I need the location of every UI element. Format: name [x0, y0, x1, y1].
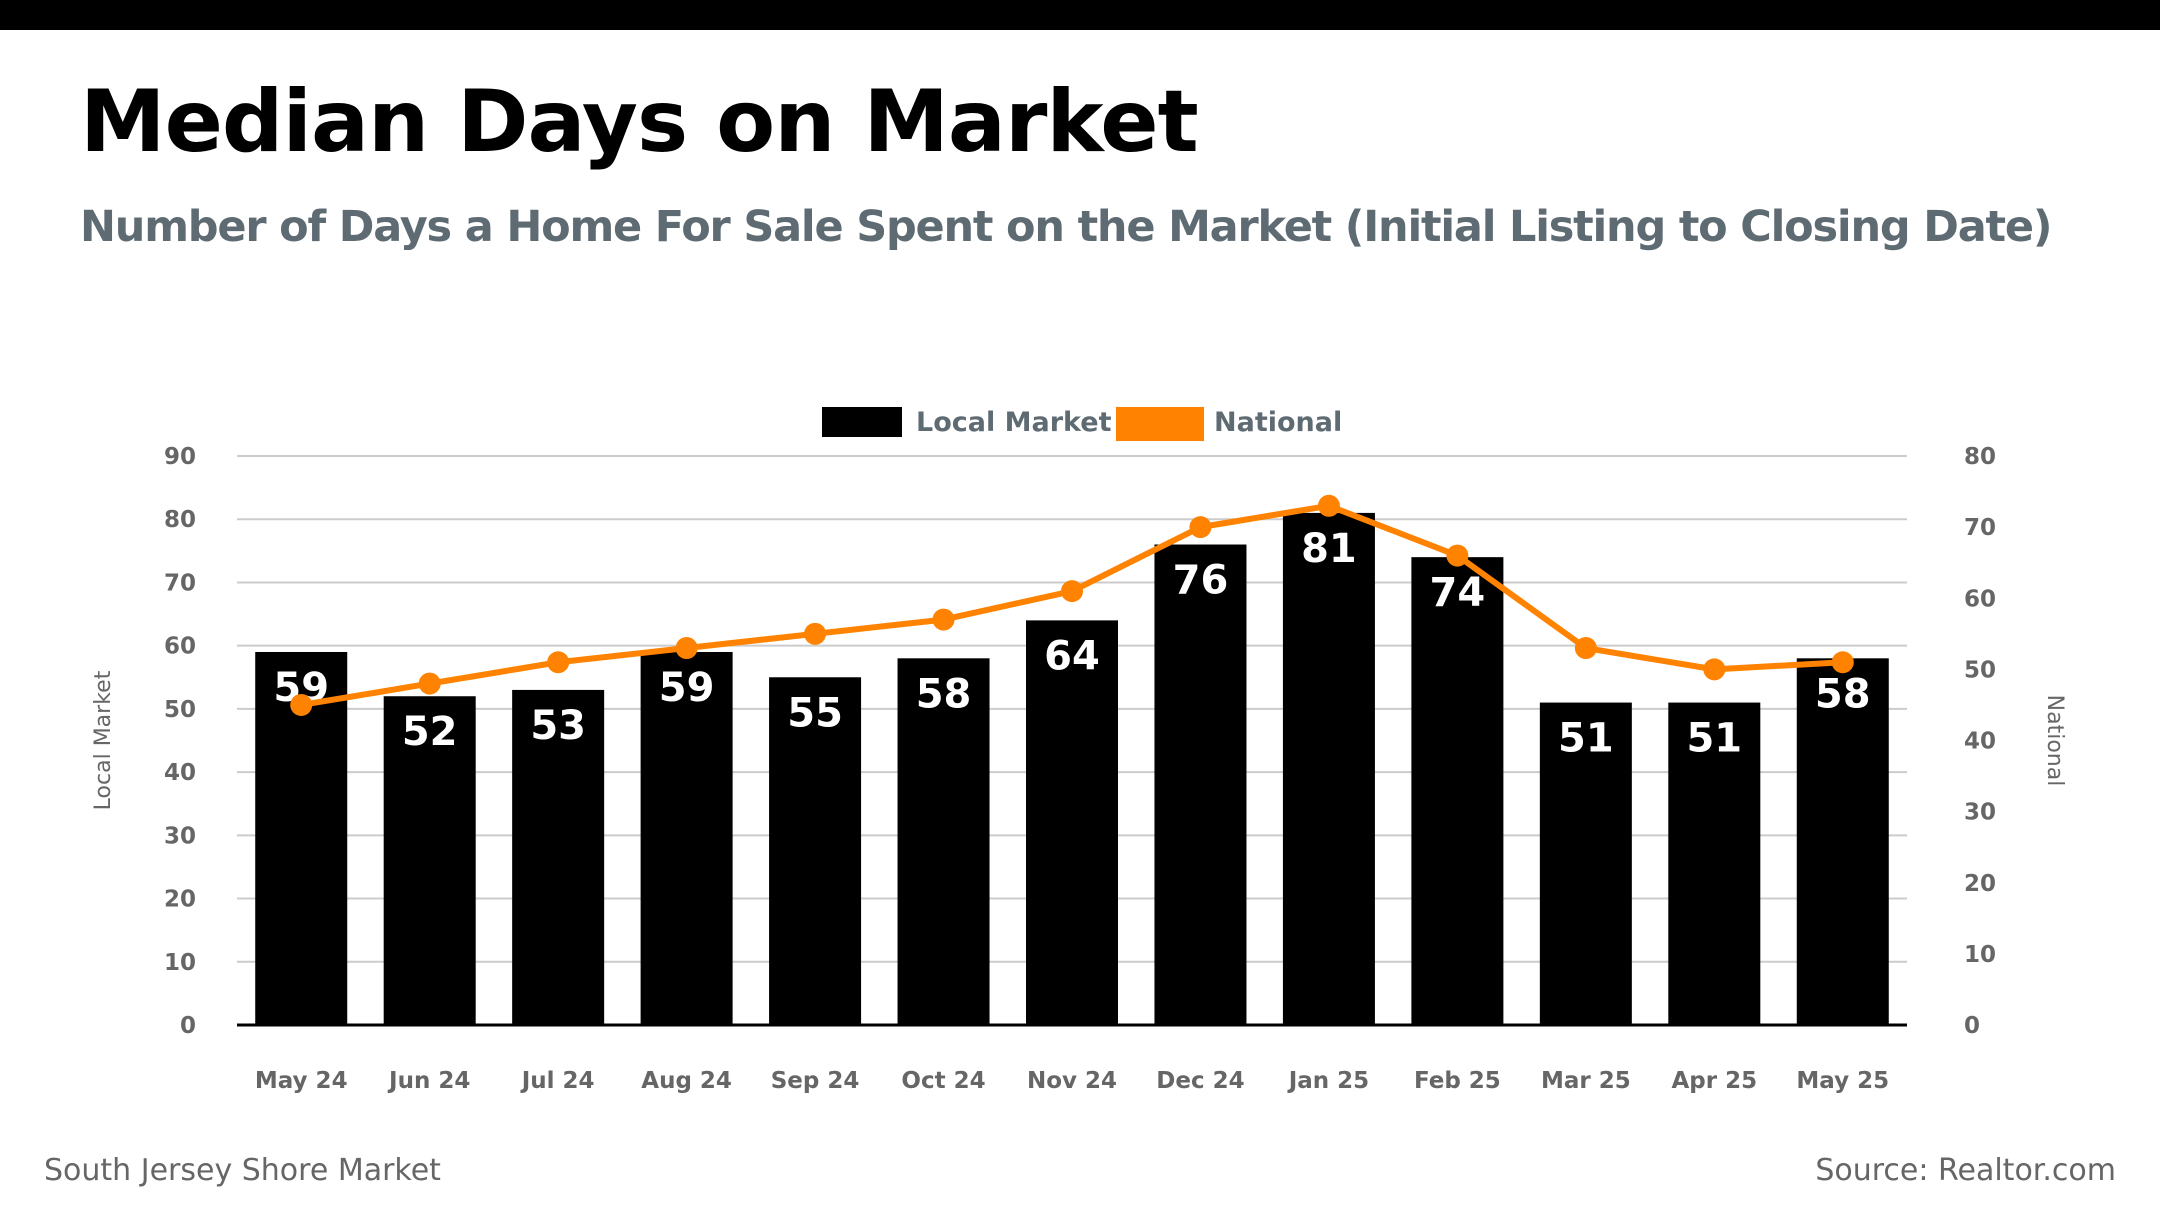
national-point: [1831, 651, 1854, 674]
y-tick-right: 50: [1964, 657, 1996, 683]
bar: [1026, 620, 1118, 1025]
bar-value-label: 76: [1173, 558, 1229, 604]
x-tick-label: Feb 25: [1414, 1068, 1501, 1094]
bar: [769, 677, 862, 1025]
bar-value-label: 52: [402, 709, 458, 755]
bar-value-label: 55: [787, 690, 843, 736]
legend-swatch-local-market: [822, 407, 902, 437]
x-tick-label: Jun 24: [387, 1068, 470, 1094]
national-point: [1446, 544, 1469, 567]
axes: 0 10 20 30 40 50 60 70 80 90 0 10 20 30 40 50 60 70 80 Loca…: [91, 444, 2067, 1094]
legend: Local Market National: [822, 407, 1342, 441]
y-tick-right: 20: [1964, 871, 1996, 897]
y-tick-right: 0: [1964, 1013, 1980, 1039]
y-tick-right: 40: [1964, 729, 1996, 755]
x-tick-label: Sep 24: [771, 1068, 860, 1094]
y-tick-right: 70: [1964, 515, 1996, 541]
y-tick-left: 40: [164, 760, 196, 786]
source-footer: Source: Realtor.com: [1815, 1153, 2116, 1188]
national-point: [1317, 494, 1340, 517]
x-tick-label: May 25: [1796, 1068, 1889, 1094]
x-tick-label: Dec 24: [1156, 1068, 1244, 1094]
x-tick-label: Mar 25: [1541, 1068, 1631, 1094]
bar: [1796, 658, 1889, 1025]
y-tick-left: 80: [164, 507, 196, 533]
page-title: Median Days on Market: [80, 72, 1199, 172]
market-name-footer: South Jersey Shore Market: [44, 1153, 441, 1188]
x-tick-label: Oct 24: [901, 1068, 985, 1094]
y-tick-left: 20: [164, 887, 196, 913]
bar: [1154, 544, 1247, 1025]
bar-value-label: 74: [1430, 570, 1486, 616]
y-tick-left: 30: [164, 823, 196, 849]
bar: [1539, 702, 1632, 1025]
bar-value-label: 51: [1558, 716, 1614, 762]
y-tick-left: 0: [180, 1013, 196, 1039]
bar: [897, 658, 990, 1025]
bar-value-label: 53: [530, 703, 586, 749]
legend-label-local-market: Local Market: [916, 407, 1112, 438]
y-tick-left: 90: [164, 444, 196, 470]
y-tick-left: 70: [164, 570, 196, 596]
national-point: [675, 637, 698, 660]
bar: [640, 651, 733, 1025]
bar: [1282, 512, 1375, 1025]
national-point: [418, 672, 441, 695]
bar-value-label: 58: [1815, 671, 1871, 717]
national-point: [1574, 637, 1597, 660]
bar: [1668, 702, 1761, 1025]
national-point: [804, 622, 827, 645]
y-tick-right: 80: [1964, 444, 1996, 470]
bar-value-label: 59: [659, 665, 715, 711]
y-tick-left: 60: [164, 634, 196, 660]
national-point: [1703, 658, 1726, 681]
national-point: [290, 693, 313, 716]
y-tick-left: 10: [164, 950, 196, 976]
x-tick-label: Apr 25: [1671, 1068, 1757, 1094]
bar-value-label: 51: [1686, 716, 1742, 762]
x-tick-label: May 24: [255, 1068, 348, 1094]
national-line-series: [290, 494, 1854, 716]
x-tick-label: Nov 24: [1027, 1068, 1117, 1094]
x-tick-label: Jan 25: [1287, 1068, 1369, 1094]
bar: [383, 696, 476, 1025]
legend-swatch-national: [1116, 407, 1204, 441]
national-point: [932, 608, 955, 631]
x-tick-label: Aug 24: [641, 1068, 732, 1094]
page-subtitle: Number of Days a Home For Sale Spent on …: [80, 202, 2053, 252]
top-bar: [0, 0, 2160, 30]
national-point: [1189, 516, 1212, 539]
national-point: [547, 651, 570, 674]
bar-value-label: 81: [1301, 526, 1357, 572]
bar: [1411, 557, 1504, 1025]
x-tick-label: Jul 24: [520, 1068, 595, 1094]
y-axis-label-left: Local Market: [91, 670, 116, 810]
national-point: [1061, 580, 1083, 603]
bar-value-label: 64: [1044, 633, 1100, 679]
bar: [512, 689, 605, 1025]
y-tick-right: 10: [1964, 942, 1996, 968]
y-axis-label-right: National: [2042, 695, 2067, 787]
y-tick-left: 50: [164, 697, 196, 723]
bar-value-label: 58: [916, 671, 972, 717]
legend-label-national: National: [1214, 407, 1342, 438]
y-tick-right: 30: [1964, 800, 1996, 826]
y-tick-right: 60: [1964, 586, 1996, 612]
